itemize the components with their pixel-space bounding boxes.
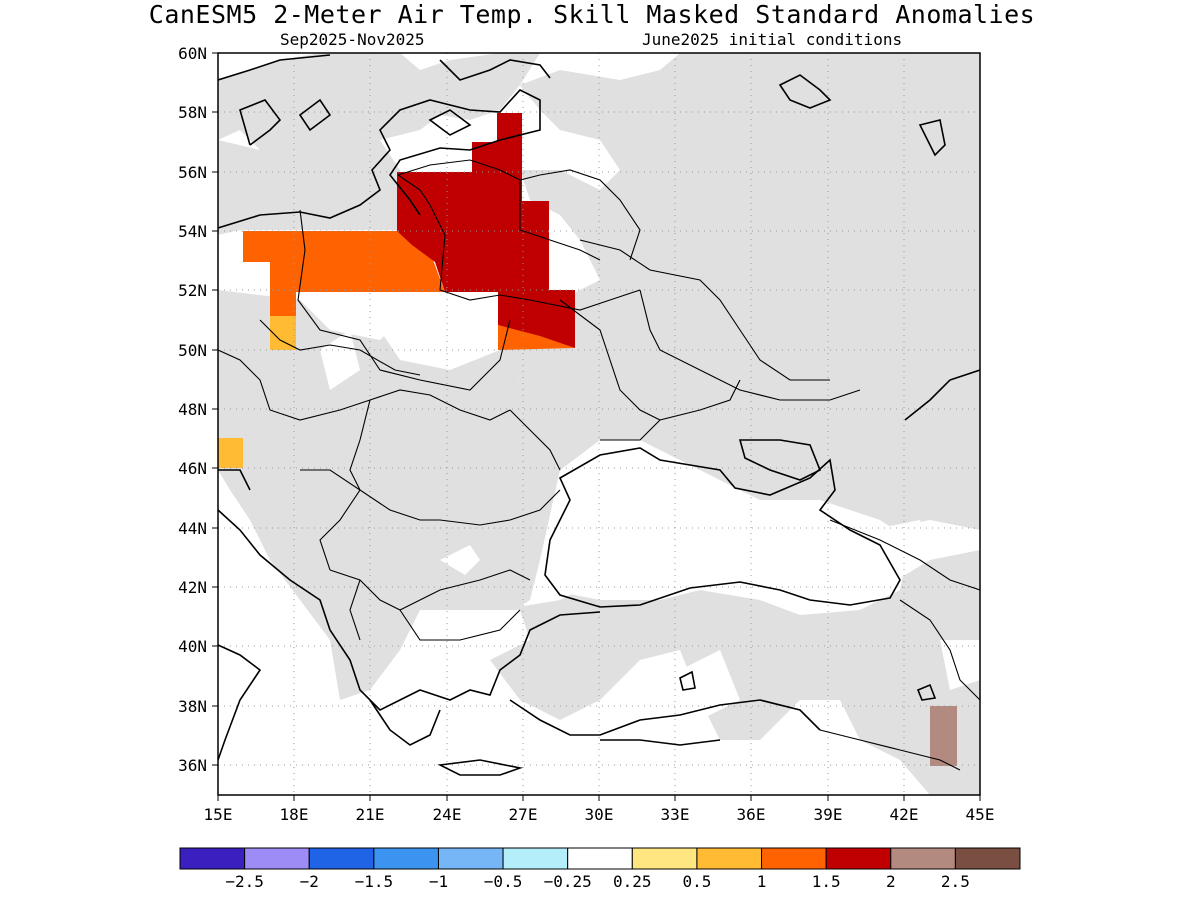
- lon-tick-label: 21E: [356, 805, 385, 824]
- lon-tick-label: 18E: [280, 805, 309, 824]
- lon-tick-label: 24E: [433, 805, 462, 824]
- colorbar-swatch: [308, 847, 375, 870]
- map-title: CanESM5 2-Meter Air Temp. Skill Masked S…: [148, 0, 1036, 29]
- lat-tick-label: 60N: [178, 44, 207, 63]
- colorbar-label: 1.5: [812, 872, 841, 891]
- colorbar-swatch: [631, 847, 698, 870]
- anomaly-lightorange-s-poland: [270, 316, 296, 350]
- colorbar-label: 2: [886, 872, 896, 891]
- colorbar-label: 0.5: [682, 872, 711, 891]
- colorbar-label: −0.25: [544, 872, 592, 891]
- colorbar-swatch: [696, 847, 763, 870]
- tick-marks: [212, 52, 981, 801]
- colorbar-label: −1: [429, 872, 448, 891]
- lat-tick-label: 40N: [178, 637, 207, 656]
- lon-tick-label: 36E: [737, 805, 766, 824]
- colorbar-label: −0.5: [484, 872, 523, 891]
- anomaly-lightorange-slovenia: [218, 438, 243, 468]
- lon-tick-label: 30E: [585, 805, 614, 824]
- lat-tick-label: 46N: [178, 459, 207, 478]
- colorbar-swatch: [954, 847, 1021, 870]
- anomaly-orange-ukraine: [498, 325, 575, 350]
- lat-tick-label: 36N: [178, 756, 207, 775]
- country-borders: [218, 159, 980, 771]
- colorbar-label: 1: [757, 872, 767, 891]
- lat-tick-label: 44N: [178, 519, 207, 538]
- lat-tick-label: 48N: [178, 400, 207, 419]
- colorbar-swatch: [502, 847, 569, 870]
- lon-tick-label: 45E: [966, 805, 995, 824]
- lat-tick-labels: 60N 58N 56N 54N 52N 50N 48N 46N 44N 42N …: [178, 44, 207, 775]
- colorbar-swatch: [179, 847, 246, 870]
- lat-tick-label: 52N: [178, 281, 207, 300]
- anomaly-orange-poland: [243, 231, 445, 320]
- colorbar-label: 2.5: [941, 872, 970, 891]
- colorbar-label: −2.5: [225, 872, 264, 891]
- initial-conditions-label: June2025 initial conditions: [642, 30, 903, 49]
- lat-tick-label: 50N: [178, 341, 207, 360]
- colorbar-swatch: [437, 847, 504, 870]
- colorbar: −2.5 −2 −1.5 −1 −0.5 −0.25 0.25 0.5 1 1.5 2 2.5: [179, 847, 1021, 891]
- anomaly-brown-se-turkey: [930, 706, 957, 766]
- lat-tick-label: 58N: [178, 103, 207, 122]
- colorbar-swatch: [373, 847, 439, 870]
- season-label: Sep2025-Nov2025: [280, 30, 425, 49]
- colorbar-swatch: [567, 847, 633, 870]
- lon-tick-label: 27E: [509, 805, 538, 824]
- anomaly-darkred-belarus: [397, 113, 575, 348]
- map-grid: [218, 53, 980, 795]
- colorbar-label: −1.5: [355, 872, 394, 891]
- lon-tick-label: 15E: [204, 805, 233, 824]
- lat-tick-label: 56N: [178, 163, 207, 182]
- colorbar-swatch: [825, 847, 892, 870]
- colorbar-label: −2: [300, 872, 319, 891]
- map-panel: [218, 53, 980, 795]
- lon-tick-label: 39E: [814, 805, 843, 824]
- colorbar-swatch: [244, 847, 310, 870]
- colorbar-swatch: [890, 847, 956, 870]
- lat-tick-label: 42N: [178, 578, 207, 597]
- lon-tick-labels: 15E 18E 21E 24E 27E 30E 33E 36E 39E 42E …: [204, 805, 995, 824]
- lon-tick-label: 33E: [661, 805, 690, 824]
- colorbar-label: 0.25: [613, 872, 652, 891]
- lon-tick-label: 42E: [890, 805, 919, 824]
- lat-tick-label: 54N: [178, 222, 207, 241]
- coastlines: [218, 54, 980, 776]
- colorbar-swatch: [761, 847, 827, 870]
- lat-tick-label: 38N: [178, 697, 207, 716]
